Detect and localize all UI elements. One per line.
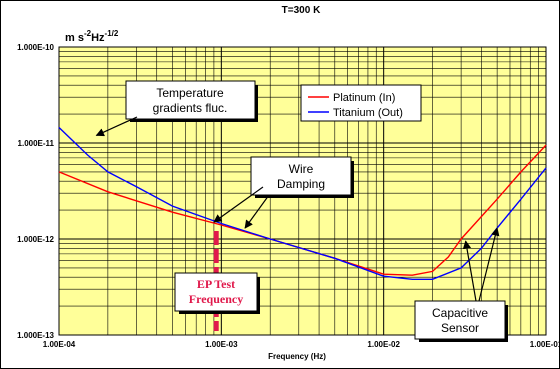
wire-callout-shadow bbox=[351, 161, 354, 198]
arrow-capacitive-1 bbox=[462, 240, 477, 302]
wire-label-line1: Wire bbox=[289, 162, 314, 176]
capacitive-callout-box bbox=[414, 300, 506, 340]
y-tick-labels: 1.000E-10 1.000E-11 1.000E-12 1.000E-13 bbox=[17, 43, 54, 340]
legend: Platinum (In) Titanium (Out) bbox=[300, 84, 422, 122]
capacitive-callout-shadow-bottom bbox=[419, 339, 508, 342]
arrow-wire-1 bbox=[213, 186, 264, 223]
x-tick-label: 1.00E-01 bbox=[530, 340, 559, 349]
x-tick-label: 1.00E-04 bbox=[43, 340, 76, 349]
arrow-wire-2 bbox=[244, 194, 270, 229]
annotation-arrows bbox=[95, 116, 500, 302]
legend-label-titanium: Titanium (Out) bbox=[333, 107, 403, 119]
y-tick-label: 1.000E-10 bbox=[17, 43, 54, 52]
y-tick-label: 1.000E-13 bbox=[17, 331, 54, 340]
series-line-1 bbox=[58, 126, 547, 280]
x-axis-label: Frequency (Hz) bbox=[268, 352, 326, 361]
legend-box bbox=[300, 84, 422, 122]
plot-frame bbox=[58, 46, 547, 336]
unit-label: m s-2Hz-1/2 bbox=[65, 29, 119, 44]
series-line-0 bbox=[58, 144, 547, 276]
capacitive-label-line2: Sensor bbox=[441, 321, 479, 335]
ep-label-line1: EP Test bbox=[197, 277, 235, 291]
ep-box-shadow bbox=[257, 277, 260, 314]
capacitive-label-line1: Capacitive bbox=[432, 306, 488, 320]
x-tick-label: 1.00E-03 bbox=[205, 340, 238, 349]
temperature-label-line2: gradients fluc. bbox=[153, 101, 228, 115]
arrow-capacitive-2 bbox=[478, 227, 500, 302]
legend-label-platinum: Platinum (In) bbox=[333, 92, 395, 104]
wire-callout-shadow-bottom bbox=[255, 195, 354, 198]
x-tick-label: 1.00E-02 bbox=[367, 340, 400, 349]
ep-test-frequency-box bbox=[174, 272, 258, 312]
y-tick-label: 1.000E-11 bbox=[18, 139, 55, 148]
ep-label-line2: Frequency bbox=[189, 292, 243, 306]
x-tick-labels: 1.00E-04 1.00E-03 1.00E-02 1.00E-01 bbox=[43, 340, 559, 349]
wire-label-line2: Damping bbox=[277, 177, 325, 191]
chart-title: T=300 K bbox=[282, 5, 321, 16]
arrow-temperature bbox=[95, 116, 138, 137]
ep-box-shadow-bottom bbox=[179, 311, 260, 314]
y-tick-label: 1.000E-12 bbox=[17, 235, 54, 244]
temperature-callout-shadow-bottom bbox=[130, 119, 258, 122]
series-layer bbox=[58, 126, 547, 280]
temperature-label-line1: Temperature bbox=[156, 86, 224, 100]
temperature-callout-shadow bbox=[255, 85, 258, 122]
capacitive-callout-shadow bbox=[505, 305, 508, 342]
